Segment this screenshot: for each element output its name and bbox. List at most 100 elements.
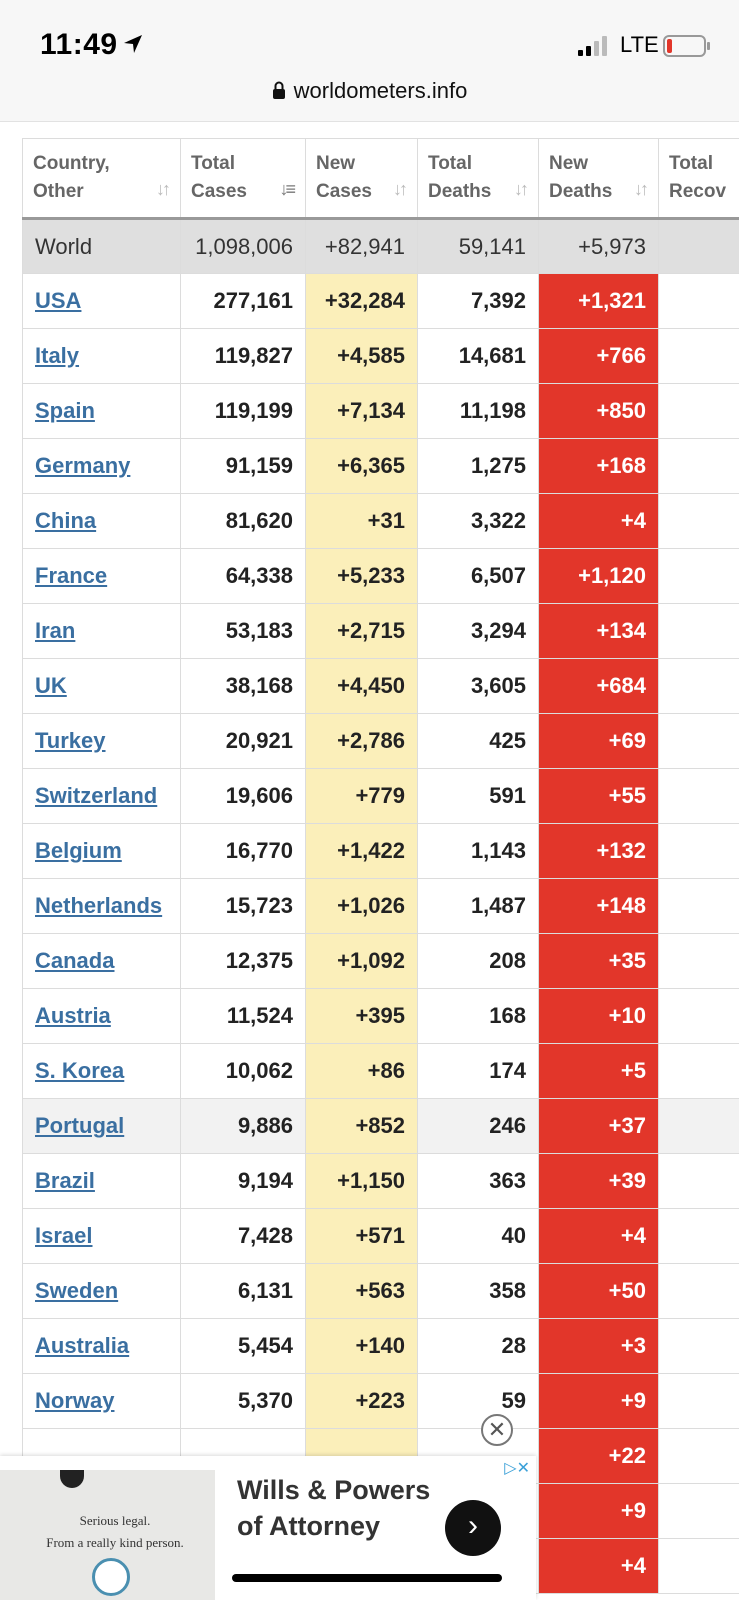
ad-image[interactable]: Serious legal. From a really kind person… (0, 1470, 215, 1600)
country-link[interactable]: Australia (35, 1333, 130, 1358)
country-link[interactable]: Canada (35, 948, 115, 973)
new-deaths-cell: +50 (538, 1263, 659, 1319)
total-deaths-cell: 208 (417, 933, 539, 989)
country-cell: Brazil (22, 1153, 181, 1209)
new-cases-cell: +852 (305, 1098, 418, 1154)
total-recovered-cell (658, 383, 739, 439)
country-link[interactable]: France (35, 563, 108, 588)
new-deaths-cell: +35 (538, 933, 659, 989)
total-cases-cell: 9,194 (180, 1153, 306, 1209)
country-link[interactable]: UK (35, 673, 67, 698)
address-bar[interactable]: worldometers.info (0, 78, 739, 104)
country-cell: Australia (22, 1318, 181, 1374)
ad-headline[interactable]: Wills & Powers of Attorney (237, 1475, 431, 1541)
table-row: Belgium 16,770 +1,422 1,143 +132 (22, 823, 739, 879)
new-deaths-cell: +69 (538, 713, 659, 769)
sort-icon: ↓↑ (514, 179, 529, 199)
country-link[interactable]: Brazil (35, 1168, 95, 1193)
new-deaths-cell: +4 (538, 493, 659, 549)
total-recovered-cell (658, 1208, 739, 1264)
country-link[interactable]: Israel (35, 1223, 93, 1248)
country-cell: S. Korea (22, 1043, 181, 1099)
sort-desc-icon: ↓≡ (279, 179, 295, 199)
country-link[interactable]: Spain (35, 398, 95, 423)
total-recovered-cell (658, 1373, 739, 1429)
country-cell: China (22, 493, 181, 549)
world-total-cases: 1,098,006 (180, 217, 306, 274)
country-link[interactable]: Italy (35, 343, 80, 368)
new-deaths-cell: +4 (538, 1538, 659, 1594)
world-label: World (22, 217, 181, 274)
header-total-recovered[interactable]: Total Recov (658, 138, 739, 219)
total-recovered-cell (658, 988, 739, 1044)
total-cases-cell: 7,428 (180, 1208, 306, 1264)
total-recovered-cell (658, 493, 739, 549)
country-link[interactable]: Netherlands (35, 893, 163, 918)
country-link[interactable]: S. Korea (35, 1058, 125, 1083)
new-cases-cell: +140 (305, 1318, 418, 1374)
ad-image-text: Serious legal. From a really kind person… (30, 1510, 200, 1554)
ad-close-button[interactable]: ✕ (481, 1414, 513, 1446)
country-link[interactable]: Iran (35, 618, 76, 643)
total-deaths-cell: 40 (417, 1208, 539, 1264)
total-recovered-cell (658, 1043, 739, 1099)
location-arrow-icon (124, 35, 142, 53)
total-recovered-cell (658, 1428, 739, 1484)
country-link[interactable]: Germany (35, 453, 131, 478)
country-cell: Portugal (22, 1098, 181, 1154)
ad-open-button[interactable]: › (445, 1500, 501, 1556)
total-cases-cell: 15,723 (180, 878, 306, 934)
new-cases-cell: +4,585 (305, 328, 418, 384)
total-deaths-cell: 425 (417, 713, 539, 769)
country-cell: Belgium (22, 823, 181, 879)
total-deaths-cell: 363 (417, 1153, 539, 1209)
country-link[interactable]: Norway (35, 1388, 115, 1413)
country-cell: USA (22, 273, 181, 329)
total-cases-cell: 277,161 (180, 273, 306, 329)
total-cases-cell: 10,062 (180, 1043, 306, 1099)
country-cell: UK (22, 658, 181, 714)
country-link[interactable]: Portugal (35, 1113, 125, 1138)
world-new-cases: +82,941 (305, 217, 418, 274)
new-cases-cell: +395 (305, 988, 418, 1044)
country-link[interactable]: Austria (35, 1003, 111, 1028)
country-link[interactable]: Sweden (35, 1278, 119, 1303)
country-cell: Switzerland (22, 768, 181, 824)
country-link[interactable]: China (35, 508, 97, 533)
total-deaths-cell: 3,605 (417, 658, 539, 714)
table-row: S. Korea 10,062 +86 174 +5 (22, 1043, 739, 1099)
new-deaths-cell: +9 (538, 1373, 659, 1429)
country-link[interactable]: Switzerland (35, 783, 158, 808)
table-row: Netherlands 15,723 +1,026 1,487 +148 (22, 878, 739, 934)
table-row: Israel 7,428 +571 40 +4 (22, 1208, 739, 1264)
home-indicator[interactable] (232, 1574, 502, 1582)
new-deaths-cell: +1,321 (538, 273, 659, 329)
table-row: Iran 53,183 +2,715 3,294 +134 (22, 603, 739, 659)
total-cases-cell: 6,131 (180, 1263, 306, 1319)
new-cases-cell: +2,786 (305, 713, 418, 769)
total-recovered-cell (658, 438, 739, 494)
country-link[interactable]: Turkey (35, 728, 106, 753)
new-cases-cell: +1,150 (305, 1153, 418, 1209)
ad-image-line2: From a really kind person. (46, 1535, 184, 1550)
country-cell: Spain (22, 383, 181, 439)
sort-icon: ↓↑ (634, 179, 649, 199)
header-new-deaths[interactable]: New Deaths ↓↑ (538, 138, 659, 219)
total-cases-cell: 5,370 (180, 1373, 306, 1429)
total-recovered-cell (658, 658, 739, 714)
total-deaths-cell: 246 (417, 1098, 539, 1154)
country-link[interactable]: Belgium (35, 838, 122, 863)
covid-table-container[interactable]: Country, Other ↓↑ Total Cases ↓≡ New Cases ↓↑ … (22, 138, 739, 1600)
header-new-cases[interactable]: New Cases ↓↑ (305, 138, 418, 219)
table-row: USA 277,161 +32,284 7,392 +1,321 (22, 273, 739, 329)
new-cases-cell: +223 (305, 1373, 418, 1429)
total-cases-cell: 64,338 (180, 548, 306, 604)
new-cases-cell: +563 (305, 1263, 418, 1319)
header-total-cases[interactable]: Total Cases ↓≡ (180, 138, 306, 219)
adchoices-icon[interactable]: ▷✕ (504, 1460, 530, 1477)
table-row: Austria 11,524 +395 168 +10 (22, 988, 739, 1044)
country-link[interactable]: USA (35, 288, 82, 313)
header-total-deaths[interactable]: Total Deaths ↓↑ (417, 138, 539, 219)
header-country[interactable]: Country, Other ↓↑ (22, 138, 181, 219)
table-row: Norway 5,370 +223 59 +9 (22, 1373, 739, 1429)
